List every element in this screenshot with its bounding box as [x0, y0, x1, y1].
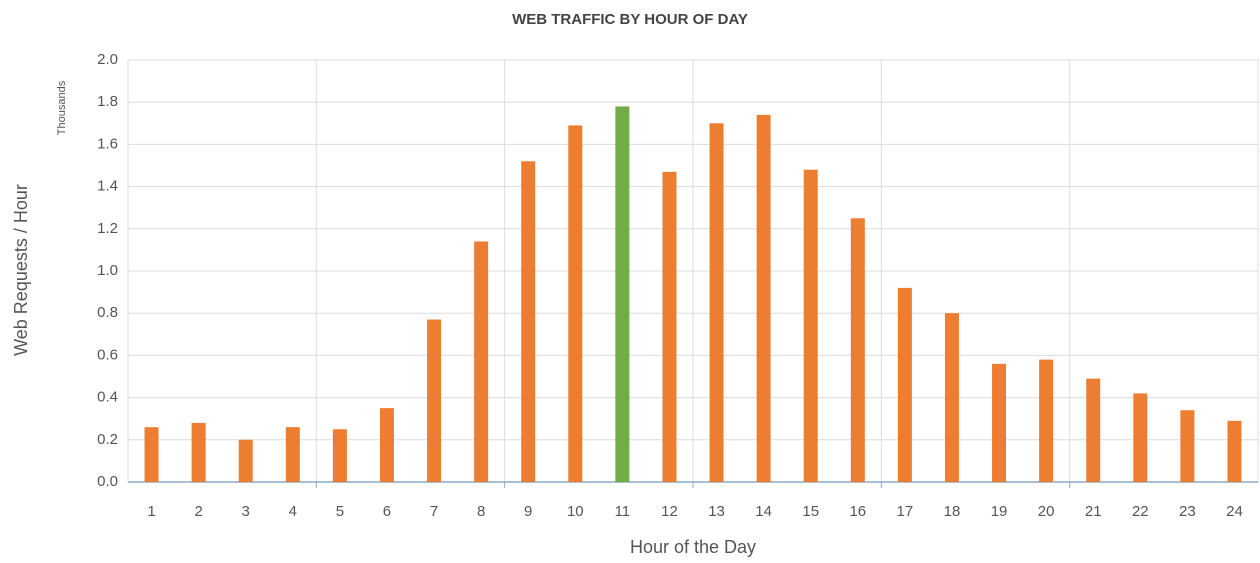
x-tick-label: 13 — [708, 503, 725, 520]
y-tick-label: 0.0 — [97, 473, 118, 490]
bar — [474, 241, 489, 482]
bar — [568, 125, 583, 482]
y-tick-label: 2.0 — [97, 51, 118, 68]
x-tick-label: 4 — [289, 503, 297, 520]
x-tick-label: 23 — [1179, 503, 1196, 520]
y-tick-label: 1.6 — [97, 135, 118, 152]
x-axis-label: Hour of the Day — [630, 537, 756, 557]
bar — [897, 287, 912, 482]
bar — [992, 363, 1007, 482]
x-tick-label: 19 — [991, 503, 1008, 520]
bar — [615, 106, 630, 483]
x-tick-label: 2 — [194, 503, 202, 520]
x-tick-label: 14 — [755, 503, 772, 520]
bar — [662, 171, 677, 482]
x-tick-label: 8 — [477, 503, 485, 520]
y-tick-label: 0.8 — [97, 304, 118, 321]
y-tick-label: 0.6 — [97, 346, 118, 363]
x-tick-label: 18 — [944, 503, 961, 520]
x-tick-label: 20 — [1038, 503, 1055, 520]
x-tick-label: 16 — [849, 503, 866, 520]
x-tick-label: 11 — [615, 503, 631, 520]
bar — [850, 218, 865, 482]
x-tick-label: 12 — [661, 503, 678, 520]
x-tick-label: 7 — [430, 503, 438, 520]
x-tick-label: 6 — [383, 503, 391, 520]
x-tick-label: 1 — [147, 503, 155, 520]
bar — [709, 123, 724, 483]
y-tick-label: 1.2 — [97, 220, 118, 237]
chart-title: WEB TRAFFIC BY HOUR OF DAY — [512, 11, 748, 28]
y-tick-label: 1.8 — [97, 93, 118, 110]
x-tick-label: 5 — [336, 503, 344, 520]
x-tick-label: 24 — [1226, 503, 1243, 520]
x-tick-label: 17 — [897, 503, 914, 520]
x-tick-label: 9 — [524, 503, 532, 520]
bar — [944, 313, 959, 482]
bar — [332, 429, 347, 482]
y-tick-label: 1.0 — [97, 262, 118, 279]
bar — [1133, 393, 1148, 482]
bar — [756, 114, 771, 483]
y-tick-label: 1.4 — [97, 178, 118, 195]
x-tick-label: 15 — [802, 503, 819, 520]
x-tick-label: 3 — [242, 503, 250, 520]
bar — [427, 319, 442, 482]
bar — [1086, 378, 1101, 482]
bar — [379, 408, 394, 482]
bar — [1180, 410, 1195, 482]
x-tick-label: 21 — [1085, 503, 1102, 520]
y-tick-label: 0.2 — [97, 431, 118, 448]
bar — [191, 422, 206, 482]
y-axis-label: Web Requests / Hour — [11, 184, 31, 356]
bar — [238, 439, 253, 482]
y-tick-label: 0.4 — [97, 389, 118, 406]
bar — [1227, 420, 1242, 482]
bar — [1039, 359, 1054, 482]
bar — [803, 169, 818, 482]
bar — [521, 161, 536, 482]
x-tick-label: 10 — [567, 503, 584, 520]
y-unit-label: Thousands — [56, 80, 68, 135]
bar — [285, 427, 300, 482]
bar — [144, 427, 159, 482]
x-tick-label: 22 — [1132, 503, 1149, 520]
